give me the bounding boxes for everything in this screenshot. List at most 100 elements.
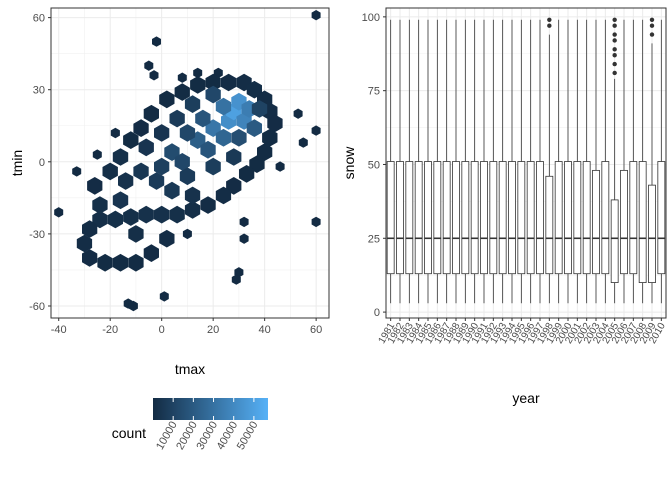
box-1989	[461, 19, 470, 304]
hex-bin	[110, 127, 120, 139]
x-tick-label: 40	[259, 324, 271, 336]
hexbin-panel: -40 -20 0 20 40 60 -60 -30 0 30 60 tmax tmin	[9, 7, 330, 377]
box-1999	[554, 19, 563, 304]
hex-bin	[195, 109, 211, 128]
hex-bin	[190, 76, 206, 94]
hex-bin	[246, 119, 262, 137]
hex-bin	[92, 149, 102, 160]
box-1991	[480, 19, 488, 304]
hex-bin	[128, 253, 144, 272]
hex-bin	[123, 208, 139, 226]
hex-bin	[200, 196, 216, 214]
hex-bin	[159, 90, 175, 109]
x-tick-label: 60	[310, 324, 322, 336]
hex-bin	[311, 125, 321, 136]
x-axis-title: year	[512, 390, 540, 406]
box-1984	[414, 19, 423, 304]
box-iqr	[582, 161, 591, 275]
hex-bin	[138, 205, 154, 224]
box-iqr	[545, 175, 554, 275]
y-axis-title: tmin	[9, 150, 25, 176]
box-iqr	[657, 161, 666, 275]
box-iqr	[573, 161, 582, 275]
hex-bin	[133, 162, 149, 181]
hex-bin	[112, 148, 129, 166]
box-iqr	[638, 161, 647, 283]
hex-bin	[112, 191, 129, 210]
outlier-point	[612, 38, 617, 43]
hex-bin	[205, 85, 221, 104]
hex-bin	[262, 128, 278, 147]
box-iqr	[424, 161, 432, 275]
hex-bin	[275, 161, 285, 172]
outlier-point	[649, 32, 655, 37]
box-iqr	[610, 199, 619, 283]
hex-bin	[184, 201, 201, 219]
hex-bin	[112, 253, 129, 272]
hex-bin	[293, 108, 303, 119]
hex-bin	[311, 216, 321, 228]
box-iqr	[461, 161, 470, 275]
box-2009	[648, 17, 656, 304]
box-iqr	[442, 161, 451, 275]
y-tick-label: 50	[368, 159, 380, 171]
outlier-point	[649, 23, 655, 28]
box-iqr	[498, 161, 507, 275]
hex-bin	[215, 186, 232, 205]
hex-bin	[179, 167, 196, 186]
box-iqr	[564, 161, 572, 275]
box-iqr	[433, 161, 442, 275]
box-iqr	[517, 161, 526, 275]
plot-background	[51, 8, 329, 318]
outlier-point	[612, 32, 617, 37]
box-iqr	[414, 161, 423, 275]
hex-bin	[174, 83, 190, 101]
y-tick-label: 75	[368, 86, 380, 98]
y-tick-label: -60	[29, 301, 45, 313]
hex-bin	[72, 166, 82, 177]
hex-bin	[169, 109, 185, 128]
hex-bin	[215, 97, 232, 116]
hex-bin	[133, 119, 149, 137]
y-tick-label: 100	[362, 12, 380, 24]
box-iqr	[405, 161, 414, 275]
outlier-point	[612, 61, 617, 67]
hex-bin	[143, 104, 159, 123]
box-1994	[508, 19, 516, 304]
hex-bin	[138, 138, 154, 157]
hex-bin	[231, 128, 247, 147]
box-iqr	[536, 161, 544, 275]
hex-bin	[149, 70, 159, 81]
outlier-point	[547, 23, 552, 28]
hex-bin	[221, 73, 237, 92]
y-tick-label: 25	[368, 233, 380, 245]
hex-bin	[82, 249, 98, 267]
hexbin-layer	[54, 10, 321, 312]
hex-bin	[143, 244, 159, 262]
hex-bin	[128, 225, 144, 243]
hex-bin	[267, 114, 283, 133]
box-iqr	[452, 161, 460, 275]
box-1996	[526, 19, 535, 304]
hex-bin	[97, 253, 113, 272]
hex-bin	[118, 172, 134, 190]
x-tick-label: 20	[207, 324, 219, 336]
box-2006	[620, 19, 628, 304]
y-tick-label: -30	[29, 229, 45, 241]
hex-bin	[177, 72, 187, 83]
hex-bin	[231, 274, 241, 285]
hex-bin	[184, 186, 201, 205]
box-2008	[638, 19, 647, 304]
hex-bin	[257, 143, 273, 161]
box-2003	[592, 19, 600, 304]
box-1992	[489, 19, 498, 304]
hex-bin	[226, 148, 242, 166]
box-1988	[452, 19, 460, 304]
plot-background	[386, 8, 666, 318]
box-1981	[386, 19, 395, 304]
hex-bin	[87, 177, 103, 195]
hex-bin	[249, 155, 265, 173]
hex-bin	[107, 210, 123, 229]
box-iqr	[601, 161, 610, 275]
box-2002	[582, 19, 591, 304]
